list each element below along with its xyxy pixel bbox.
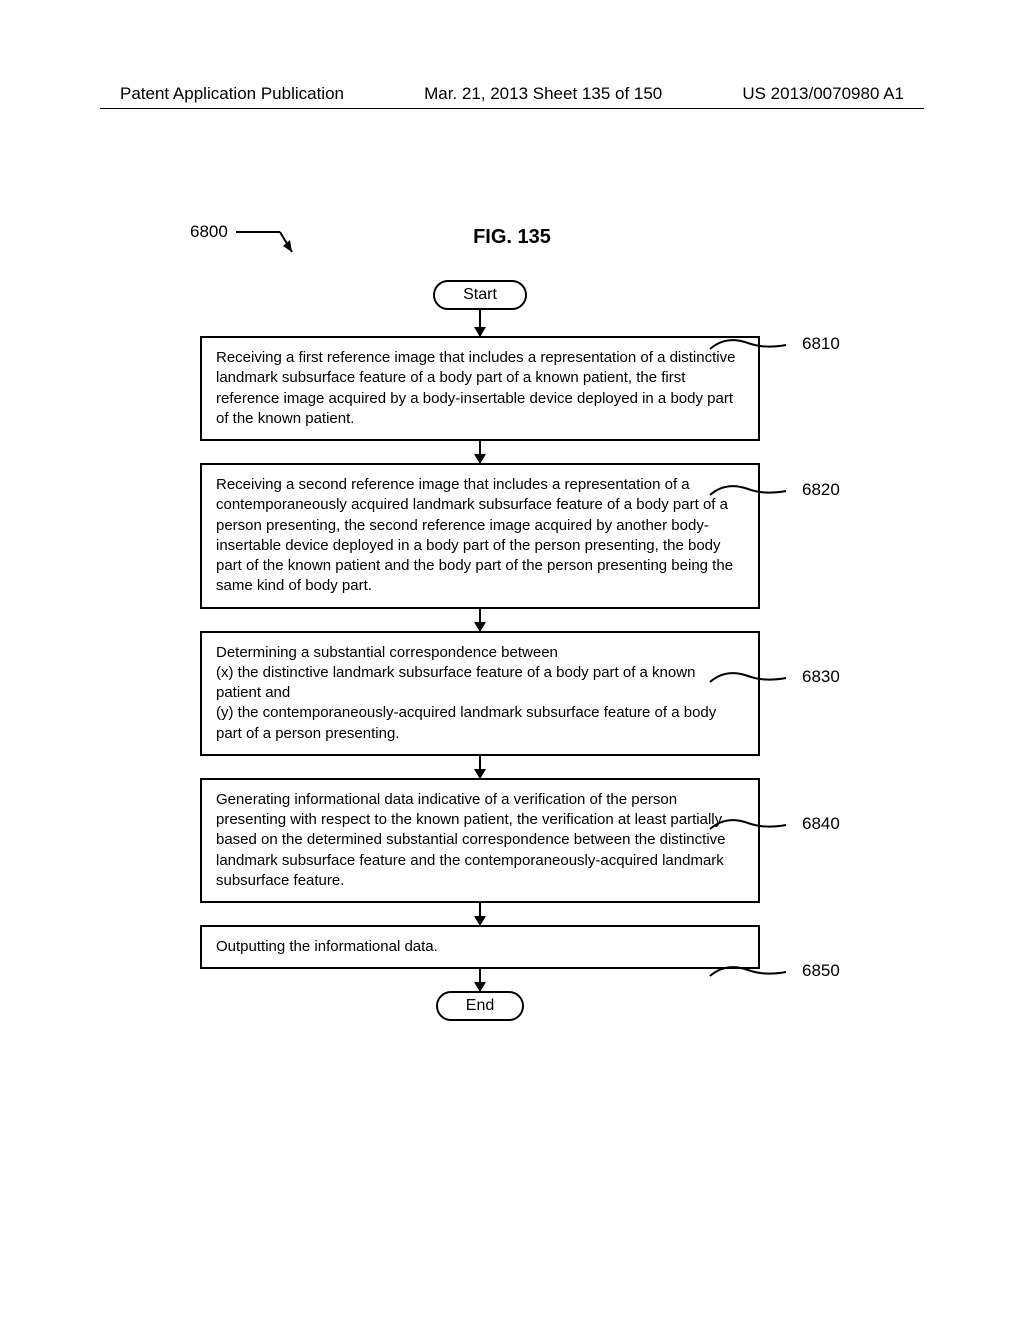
arrow-icon <box>479 609 481 631</box>
step-ref-6830: 6830 <box>802 667 840 687</box>
step-6830: Determining a substantial correspondence… <box>200 631 760 756</box>
arrow-icon <box>479 756 481 778</box>
ref-main-pointer-icon <box>232 226 302 266</box>
arrow-icon <box>479 969 481 991</box>
ref-hook-icon <box>708 333 798 355</box>
step-ref-6840: 6840 <box>802 814 840 834</box>
step-6820: Receiving a second reference image that … <box>200 463 760 609</box>
ref-main-number: 6800 <box>190 222 228 241</box>
step-6840: Generating informational data indicative… <box>200 778 760 903</box>
terminal-start: Start <box>433 280 527 310</box>
step-ref-6810: 6810 <box>802 334 840 354</box>
flow-column: Start Receiving a first reference image … <box>200 280 760 1021</box>
step-ref-6850: 6850 <box>802 961 840 981</box>
arrow-icon <box>479 903 481 925</box>
ref-hook-icon <box>708 666 798 688</box>
figure-title: FIG. 135 <box>0 226 1024 249</box>
page-root: Patent Application Publication Mar. 21, … <box>0 0 1024 1320</box>
step-ref-6820: 6820 <box>802 480 840 500</box>
terminal-end: End <box>436 991 524 1021</box>
arrow-icon <box>479 441 481 463</box>
step-6850: Outputting the informational data. <box>200 925 760 969</box>
ref-hook-icon <box>708 960 798 982</box>
ref-hook-icon <box>708 813 798 835</box>
step-6810: Receiving a first reference image that i… <box>200 336 760 441</box>
page-header: Patent Application Publication Mar. 21, … <box>0 84 1024 104</box>
arrow-icon <box>479 310 481 336</box>
header-divider <box>100 108 924 109</box>
header-center: Mar. 21, 2013 Sheet 135 of 150 <box>424 84 662 104</box>
header-left: Patent Application Publication <box>120 84 344 104</box>
ref-hook-icon <box>708 479 798 501</box>
figure-ref-main: 6800 <box>190 222 228 242</box>
flowchart: Start Receiving a first reference image … <box>200 280 760 1021</box>
header-right: US 2013/0070980 A1 <box>742 84 904 104</box>
